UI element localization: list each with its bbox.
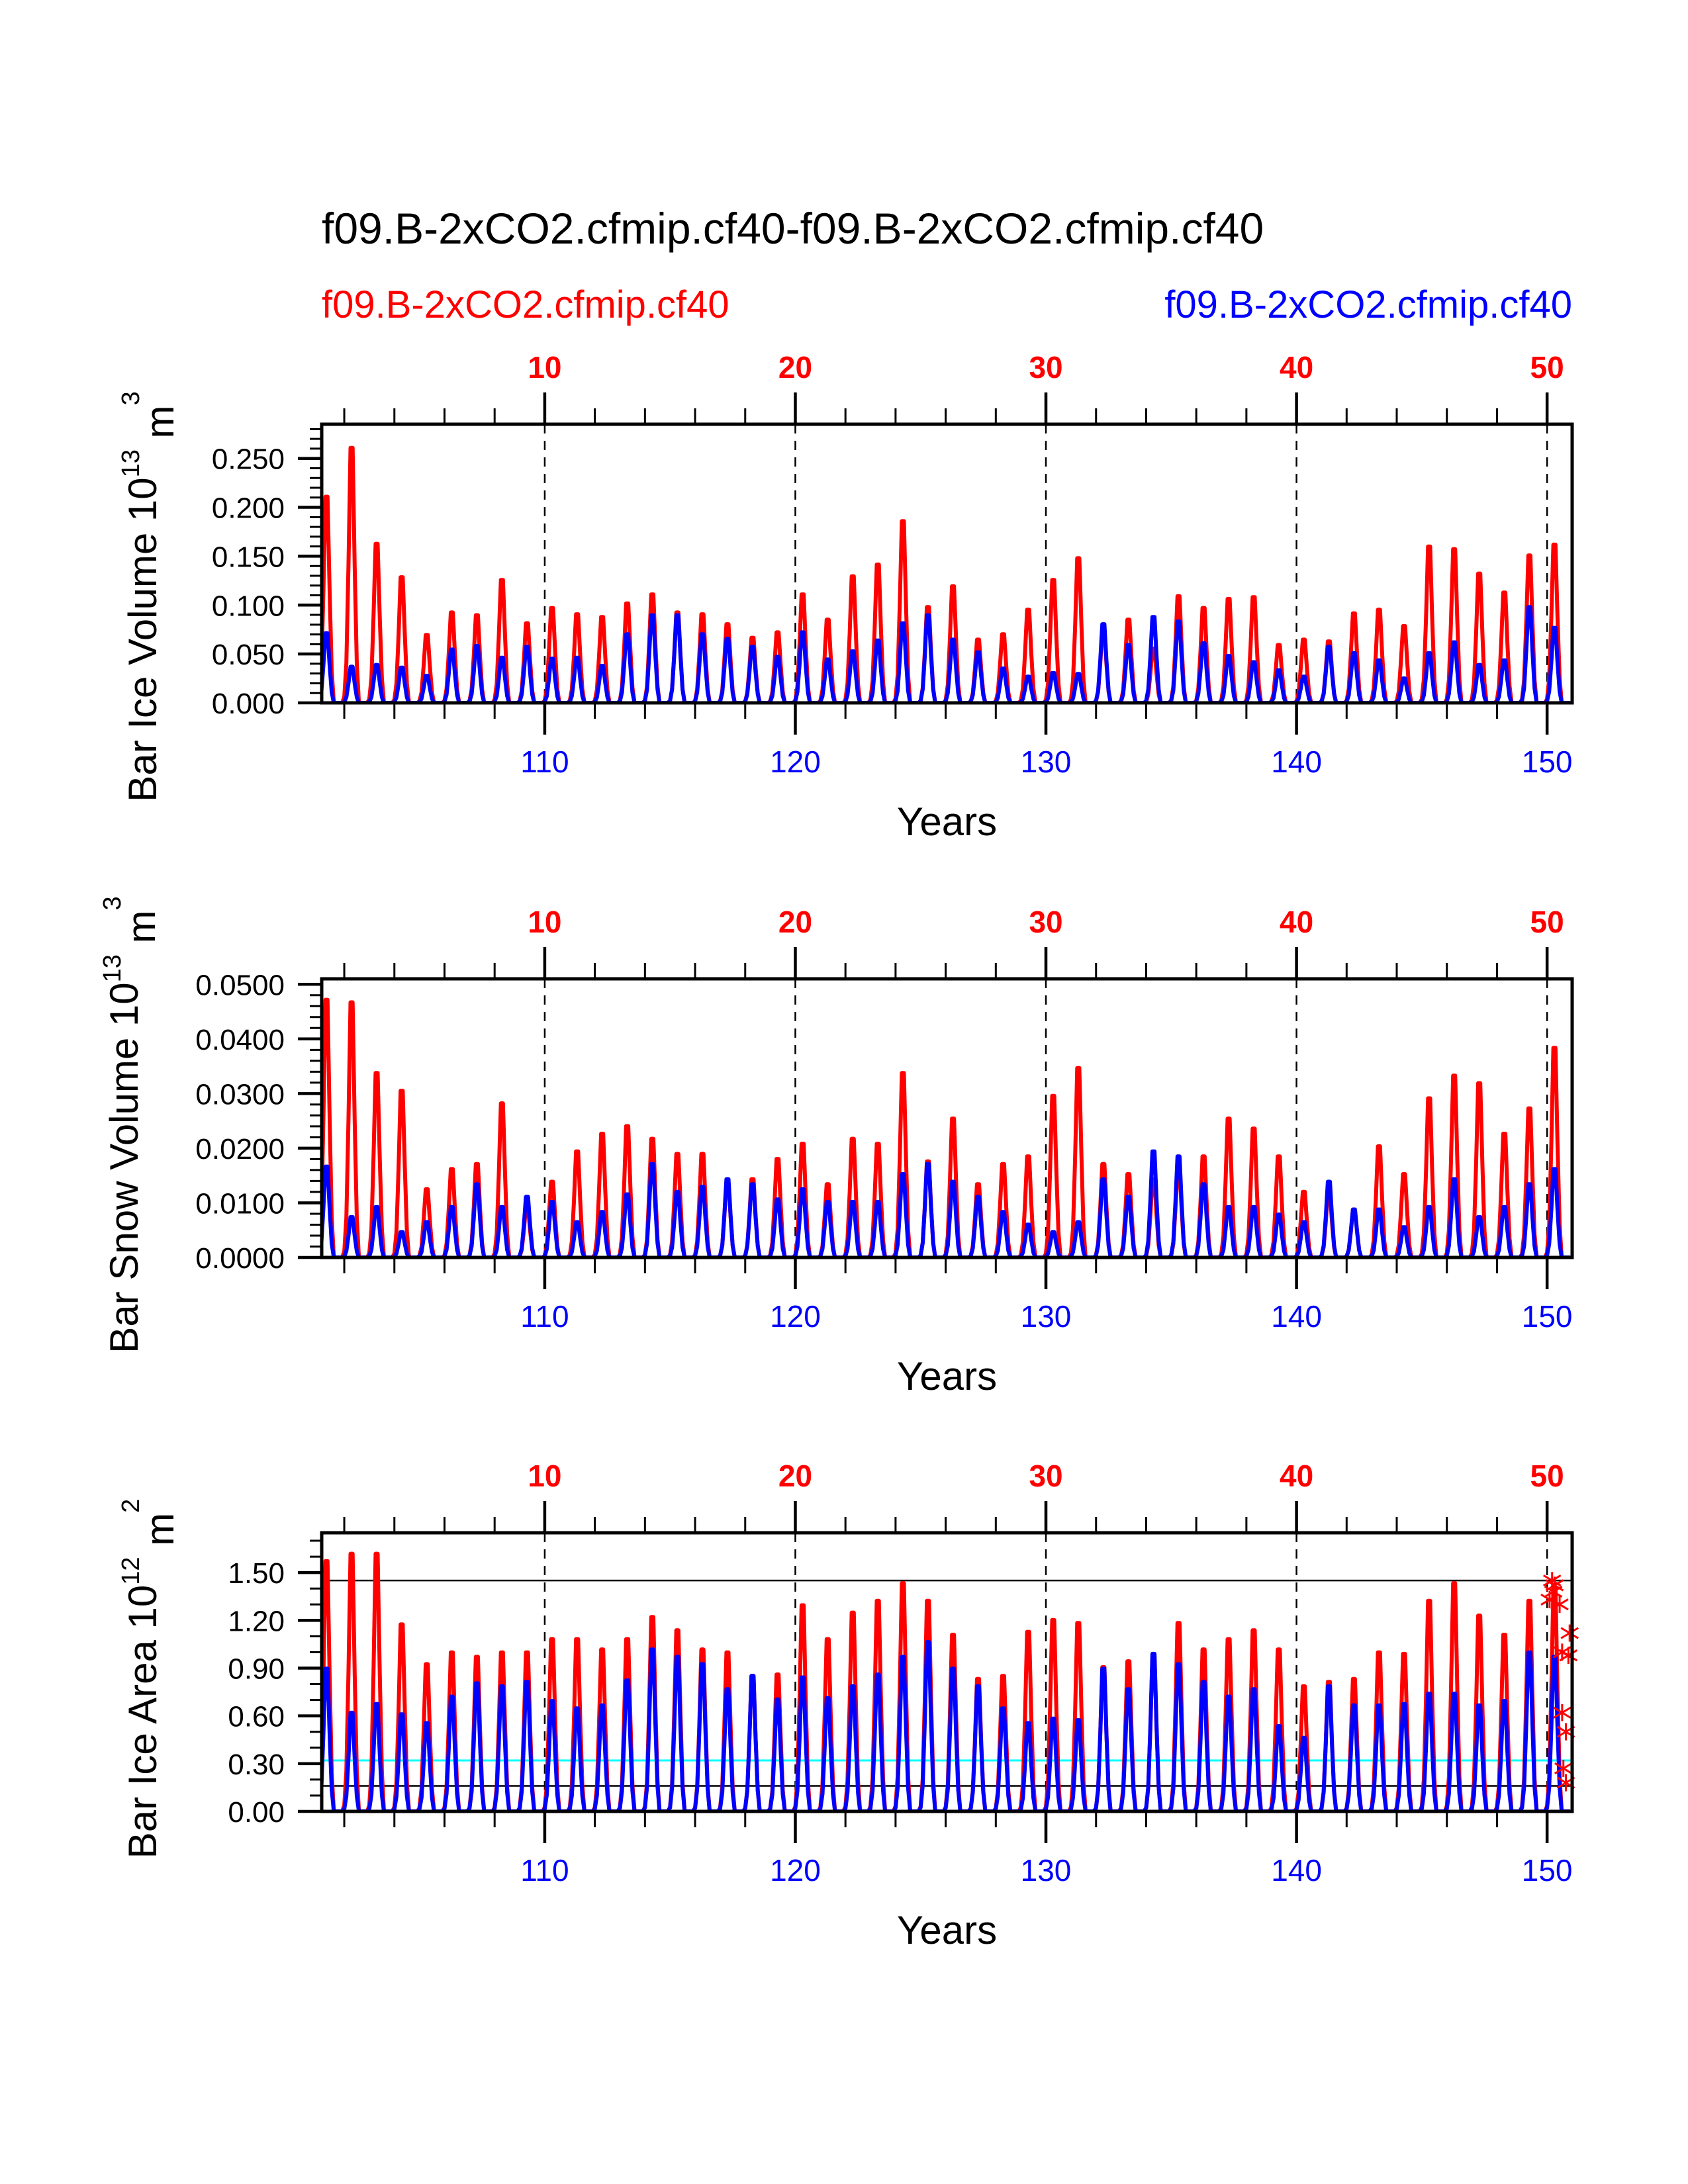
asterisk-marker [1559,1647,1578,1664]
y-tick-label: 0.250 [212,443,285,476]
y-axis-label: Bar Ice Area 1012 m2 [117,1499,182,1859]
plot-frame [320,422,1574,705]
y-axis-label-ylabel-main: Bar Ice Area 10 [120,1585,165,1859]
y-tick-label: 0.100 [212,590,285,622]
x-tick-label-top: 50 [1530,350,1564,385]
y-tick-label: 0.150 [212,541,285,573]
series-line-blue [322,1640,1570,1811]
y-axis-label-ylabel-exp: 12 [117,1557,145,1584]
legend-case1-label: f09.B-2xCO2.cfmip.cf40 [322,283,729,326]
panel-snow_volume: 0.0000 0.0100 0.0200 0.0300 0.0400 0.0500 110 1… [99,896,1574,1398]
panel-ice_area: 0.00 0.30 0.60 0.90 1.20 1.50 110 10 120 20 130 30 1… [117,1459,1579,1952]
y-axis-label-ylabel-unit-exp: 3 [117,391,145,405]
y-tick-label: 0.0500 [195,969,285,1001]
y-tick-label: 0.000 [212,688,285,720]
x-tick-label-bottom: 150 [1522,1853,1573,1888]
y-axis-label-ylabel-exp: 13 [117,449,145,477]
asterisk-marker [1540,1591,1559,1609]
y-axis-label-ylabel-exp: 13 [99,954,126,982]
y-tick-label: 0.0000 [195,1242,285,1275]
y-axis-label-ylabel-main: Bar Snow Volume 10 [102,982,146,1353]
x-tick-label-top: 10 [528,905,561,939]
x-tick-label-bottom: 120 [770,1853,821,1888]
y-tick-label: 0.90 [228,1653,285,1685]
y-tick-label: 1.20 [228,1605,285,1637]
x-tick-label-bottom: 110 [520,1299,569,1334]
y-axis-label: Bar Snow Volume 1013 m3 [99,896,164,1353]
x-tick-label-top: 30 [1029,1459,1062,1493]
y-tick-label: 0.050 [212,639,285,671]
x-tick-label-top: 50 [1530,905,1564,939]
x-tick-label-bottom: 110 [520,1853,569,1888]
x-axis-label: Years [897,799,997,844]
x-tick-label-top: 30 [1029,905,1062,939]
x-tick-label-bottom: 130 [1021,1853,1072,1888]
x-tick-label-bottom: 130 [1021,1299,1072,1334]
asterisk-marker [1550,1596,1569,1614]
x-tick-label-bottom: 140 [1271,745,1322,779]
x-tick-label-bottom: 140 [1271,1853,1322,1888]
y-tick-label: 1.50 [228,1557,285,1590]
panel-ice_volume: 0.000 0.050 0.100 0.150 0.200 0.250 110 10 120 20… [117,350,1574,844]
y-axis-label: Bar Ice Volume 1013 m3 [117,391,182,801]
x-tick-label-top: 40 [1280,905,1313,939]
plot-frame [320,1531,1574,1813]
asterisk-marker [1560,1624,1579,1642]
x-tick-label-top: 10 [528,350,561,385]
x-tick-label-top: 40 [1280,350,1313,385]
legend-case2-label: f09.B-2xCO2.cfmip.cf40 [1164,283,1572,326]
y-tick-label: 0.0400 [195,1024,285,1056]
asterisk-marker [1553,1704,1571,1721]
y-tick-label: 0.0200 [195,1133,285,1165]
panels: 0.0000.0500.1000.1500.2000.2501101012020… [99,350,1579,1952]
x-axis-label: Years [897,1354,997,1398]
y-tick-label: 0.60 [228,1701,285,1733]
y-axis-label-ylabel-main: Bar Ice Volume 10 [120,477,165,801]
x-tick-label-top: 20 [778,905,812,939]
x-tick-label-top: 40 [1280,1459,1313,1493]
y-tick-label: 0.200 [212,492,285,525]
x-tick-label-bottom: 140 [1271,1299,1322,1334]
y-axis-label-ylabel-unit: m [138,405,182,449]
x-tick-label-bottom: 120 [770,745,821,779]
y-axis-label-ylabel-unit-exp: 3 [99,896,126,910]
x-tick-label-bottom: 150 [1522,1299,1573,1334]
y-axis-label-ylabel-unit: m [138,1513,182,1557]
x-axis-label: Years [897,1908,997,1952]
y-tick-label: 0.00 [228,1796,285,1829]
x-tick-label-bottom: 120 [770,1299,821,1334]
x-tick-label-bottom: 150 [1522,745,1573,779]
x-tick-label-top: 50 [1530,1459,1564,1493]
y-tick-label: 0.0100 [195,1187,285,1220]
x-tick-label-top: 30 [1029,350,1062,385]
y-axis-label-ylabel-unit-exp: 2 [117,1499,145,1513]
y-axis-label-ylabel-unit: m [119,910,164,954]
x-tick-label-top: 20 [778,1459,812,1493]
y-tick-label: 0.0300 [195,1078,285,1111]
asterisk-marker [1554,1760,1573,1778]
y-tick-label: 0.30 [228,1749,285,1781]
x-tick-label-top: 20 [778,350,812,385]
x-tick-label-top: 10 [528,1459,561,1493]
x-tick-label-bottom: 130 [1021,745,1072,779]
x-tick-label-bottom: 110 [520,745,569,779]
figure-title: f09.B-2xCO2.cfmip.cf40-f09.B-2xCO2.cfmip… [322,204,1264,253]
plot-frame [320,977,1574,1259]
